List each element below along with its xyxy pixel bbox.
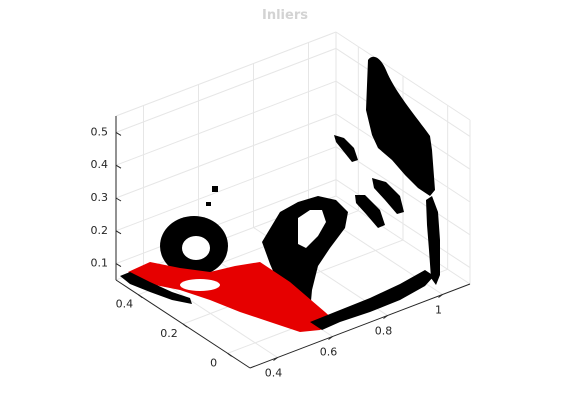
z-grid-left-wall: [115, 80, 337, 166]
z-tick-mark: [115, 164, 122, 169]
z-grid-right-wall: [335, 179, 471, 269]
tick-layer: 0.4 0.6 0.8 1 0 0.2 0.4 0.1 0.2 0.3 0.4 0.5: [91, 125, 443, 379]
y-axis-line: [115, 279, 251, 369]
back-wall-top-edge: [115, 31, 337, 117]
floor-strip: [310, 270, 434, 330]
slanted-object-hole: [298, 210, 326, 248]
z-grid-left-wall: [115, 146, 337, 232]
z-tick-mark: [115, 230, 122, 235]
wall-fragment-3: [372, 178, 404, 214]
x-tick-label: 0.4: [265, 367, 283, 380]
stray-points: [212, 186, 218, 192]
x-tick-label: 0.6: [320, 346, 338, 359]
z-grid-right-wall: [335, 47, 471, 137]
z-grid-right-wall: [335, 146, 471, 236]
point-cloud: [120, 56, 440, 332]
z-tick-mark: [115, 263, 122, 268]
z-tick-label: 0.4: [91, 158, 109, 171]
wall-edge: [426, 196, 440, 285]
x-tick-label: 0.8: [375, 325, 393, 338]
z-tick-label: 0.3: [91, 191, 109, 204]
wall-plane: [366, 56, 435, 196]
x-tick-label: 1: [435, 304, 442, 317]
z-tick-label: 0.2: [91, 224, 109, 237]
z-grid-left-wall: [115, 179, 337, 265]
z-tick-mark: [115, 131, 122, 136]
floor-left-edge: [120, 272, 192, 304]
axis-layer: [115, 116, 471, 369]
z-tick-label: 0.1: [91, 257, 109, 270]
y-tick-label: 0: [210, 356, 217, 369]
chart-title: Inliers: [262, 8, 308, 23]
wall-fragment: [334, 135, 358, 162]
wall-fragment-2: [355, 195, 385, 228]
z-tick-label: 0.5: [91, 125, 109, 138]
y-tick-label: 0.2: [160, 327, 178, 340]
y-tick-label: 0.4: [116, 298, 134, 311]
inlier-plane: [128, 262, 336, 332]
z-grid-left-wall: [115, 47, 337, 133]
stray-points-2: [206, 202, 211, 206]
floor-gap: [180, 279, 220, 291]
z-tick-mark: [115, 197, 122, 202]
ring-object-hole: [182, 236, 210, 260]
x-axis-line: [249, 283, 471, 369]
z-grid-left-wall: [115, 113, 337, 199]
